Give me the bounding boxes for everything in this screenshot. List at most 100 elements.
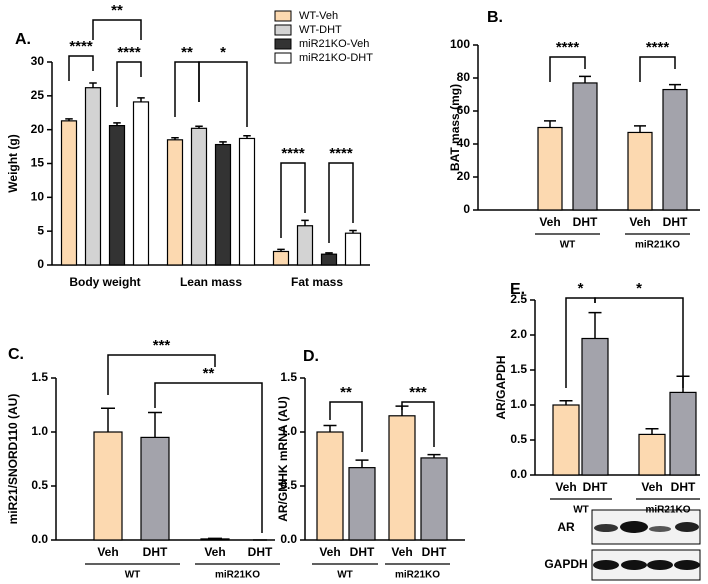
error-bar <box>427 453 441 458</box>
y-tick-label: 1.0 <box>280 424 297 438</box>
error-bar <box>676 375 690 393</box>
bar <box>627 131 653 211</box>
significance-label: **** <box>329 145 353 162</box>
x-tick-label: DHT <box>671 480 696 494</box>
y-tick-label: 20 <box>457 169 471 183</box>
error-bar <box>101 407 115 432</box>
x-tick-label: Veh <box>97 545 118 559</box>
significance-label: **** <box>69 38 93 55</box>
blot-band <box>594 524 618 532</box>
legend-label: miR21KO-Veh <box>299 38 369 50</box>
significance-label: * <box>636 280 642 297</box>
y-axis-label: BAT mass (mg) <box>448 84 462 171</box>
significance-bracket <box>639 56 676 82</box>
group-label: WT <box>337 570 353 581</box>
significance-bracket <box>107 354 216 395</box>
bar <box>662 88 688 211</box>
significance-label: * <box>220 44 226 61</box>
blot-band <box>647 560 673 570</box>
error-bar <box>208 537 222 540</box>
panel-label: C. <box>8 346 24 363</box>
blot <box>591 509 701 581</box>
y-tick-label: 0.0 <box>280 532 297 546</box>
significance-bracket <box>549 56 586 82</box>
bar <box>238 137 256 266</box>
error-bar <box>349 229 357 234</box>
group-label: WT <box>125 570 141 581</box>
y-tick-label: 2.5 <box>510 292 527 306</box>
y-tick-label: 0 <box>37 257 44 271</box>
legend-label: WT-Veh <box>299 10 338 22</box>
x-tick-label: Veh <box>539 215 560 229</box>
bar <box>572 82 598 211</box>
y-axis-label: Weight (g) <box>6 134 20 192</box>
group-label: WT <box>560 240 576 251</box>
error-bar <box>325 252 333 255</box>
bar <box>84 87 102 266</box>
bar <box>420 457 448 541</box>
x-tick-label: DHT <box>573 215 598 229</box>
bar <box>552 404 580 476</box>
significance-label: * <box>578 280 584 297</box>
bar <box>190 127 208 266</box>
error-bar <box>559 400 573 405</box>
x-tick-label: Veh <box>629 215 650 229</box>
bar <box>348 467 376 541</box>
y-tick-label: 1.0 <box>510 397 527 411</box>
y-axis-label: AR/GMHK mRNA (AU) <box>276 396 290 522</box>
bar <box>132 101 150 266</box>
legend-label: miR21KO-DHT <box>299 52 373 64</box>
significance-bracket <box>328 162 354 243</box>
blot-band <box>675 522 699 532</box>
y-tick-label: 25 <box>31 88 45 102</box>
error-bar <box>301 219 309 226</box>
y-tick-label: 0.5 <box>31 478 48 492</box>
y-tick-label: 1.5 <box>31 370 48 384</box>
bar <box>140 436 170 541</box>
significance-label: **** <box>556 39 580 56</box>
panel-label: B. <box>487 9 503 26</box>
group-label: miR21KO <box>645 505 690 516</box>
y-tick-label: 15 <box>31 156 45 170</box>
y-tick-label: 1.5 <box>280 370 297 384</box>
x-tick-label: Lean mass <box>180 275 242 289</box>
blot-band <box>593 560 619 570</box>
panel-label: D. <box>303 348 319 365</box>
error-bar <box>588 311 602 339</box>
x-tick-label: DHT <box>350 545 375 559</box>
bar <box>166 139 184 266</box>
error-bar <box>137 97 145 102</box>
blot-band <box>649 526 671 532</box>
legend-label: WT-DHT <box>299 24 342 36</box>
blot-band <box>620 521 648 533</box>
error-bar <box>171 137 179 140</box>
group-label: miR21KO <box>635 240 680 251</box>
significance-bracket <box>174 61 200 117</box>
bar <box>669 391 697 476</box>
panel-label: E. <box>510 281 525 298</box>
error-bar <box>195 125 203 129</box>
error-bar <box>89 82 97 88</box>
y-tick-label: 40 <box>457 136 471 150</box>
legend-swatch <box>274 38 292 50</box>
blot-label: GAPDH <box>544 557 587 571</box>
bar <box>320 253 338 266</box>
blot-band <box>674 560 700 570</box>
legend-swatch <box>274 24 292 36</box>
bar <box>93 431 123 541</box>
y-tick-label: 80 <box>457 70 471 84</box>
panel-label: A. <box>15 31 31 48</box>
bar <box>581 337 609 476</box>
group-label: miR21KO <box>215 570 260 581</box>
error-bar <box>355 459 369 468</box>
error-bar <box>579 75 591 83</box>
error-bar <box>669 83 681 90</box>
y-tick-label: 0.5 <box>280 478 297 492</box>
significance-label: ** <box>181 44 193 61</box>
x-tick-label: Veh <box>391 545 412 559</box>
bar <box>638 433 666 476</box>
error-bar <box>323 424 337 432</box>
bar <box>344 232 362 266</box>
y-tick-label: 30 <box>31 54 45 68</box>
